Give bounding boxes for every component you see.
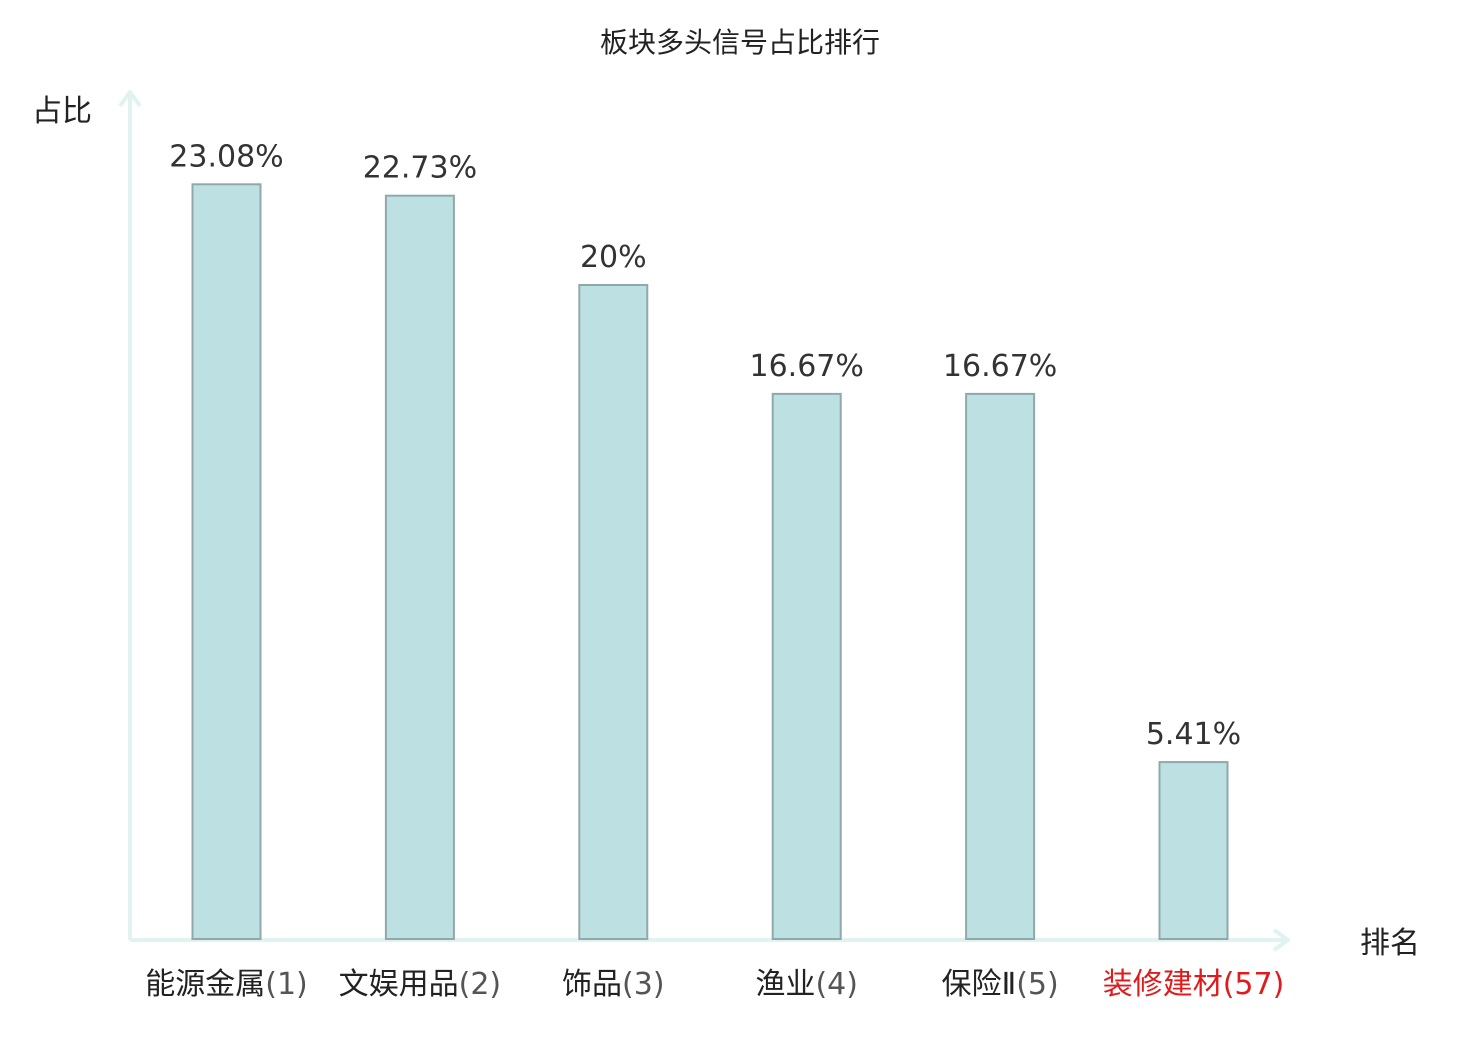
bar bbox=[1158, 761, 1229, 940]
bar-value-label: 5.41% bbox=[1146, 717, 1241, 752]
x-axis-title: 排名 bbox=[1360, 926, 1420, 961]
category-label: 装修建材(57) bbox=[1103, 967, 1285, 1002]
category-name: 保险Ⅱ bbox=[941, 967, 1016, 1002]
y-axis: 占比 bbox=[32, 90, 142, 940]
bar bbox=[384, 194, 455, 940]
x-axis-arrow bbox=[1272, 928, 1290, 952]
value-labels-group: 23.08% 22.73% 20% 16.67% 16.67% 5.41% bbox=[169, 139, 1241, 752]
category-rank: (5) bbox=[1016, 967, 1059, 1002]
category-name: 文娱用品 bbox=[339, 967, 459, 1002]
category-rank: (2) bbox=[459, 967, 502, 1002]
bar bbox=[771, 392, 842, 940]
bar bbox=[578, 284, 649, 940]
category-labels-group: 能源金属(1) 文娱用品(2) 饰品(3) 渔业(4) 保险Ⅱ(5) 装修建材(57) bbox=[145, 967, 1284, 1002]
y-axis-arrow bbox=[118, 90, 142, 108]
bar-value-label: 20% bbox=[580, 240, 647, 275]
category-name: 渔业 bbox=[755, 967, 815, 1002]
bar-value-label: 16.67% bbox=[750, 349, 864, 384]
category-rank: (1) bbox=[265, 967, 308, 1002]
category-rank: (57) bbox=[1223, 967, 1285, 1002]
chart-title: 板块多头信号占比排行 bbox=[600, 26, 880, 59]
x-axis: 排名 bbox=[130, 926, 1420, 961]
category-name: 装修建材 bbox=[1103, 967, 1223, 1002]
category-rank: (3) bbox=[622, 967, 665, 1002]
category-label: 能源金属(1) bbox=[145, 967, 308, 1002]
bar bbox=[965, 392, 1036, 940]
bar-value-label: 23.08% bbox=[169, 139, 283, 174]
category-label: 渔业(4) bbox=[755, 967, 858, 1002]
bar-value-label: 22.73% bbox=[363, 151, 477, 186]
category-label: 文娱用品(2) bbox=[339, 967, 502, 1002]
y-axis-title: 占比 bbox=[32, 94, 92, 129]
bars-group bbox=[191, 183, 1229, 941]
category-label: 饰品(3) bbox=[562, 967, 665, 1002]
bar-value-label: 16.67% bbox=[943, 349, 1057, 384]
category-rank: (4) bbox=[815, 967, 858, 1002]
category-label: 保险Ⅱ(5) bbox=[941, 967, 1058, 1002]
category-name: 饰品 bbox=[562, 967, 622, 1002]
category-name: 能源金属 bbox=[145, 967, 265, 1002]
bar bbox=[191, 183, 262, 941]
